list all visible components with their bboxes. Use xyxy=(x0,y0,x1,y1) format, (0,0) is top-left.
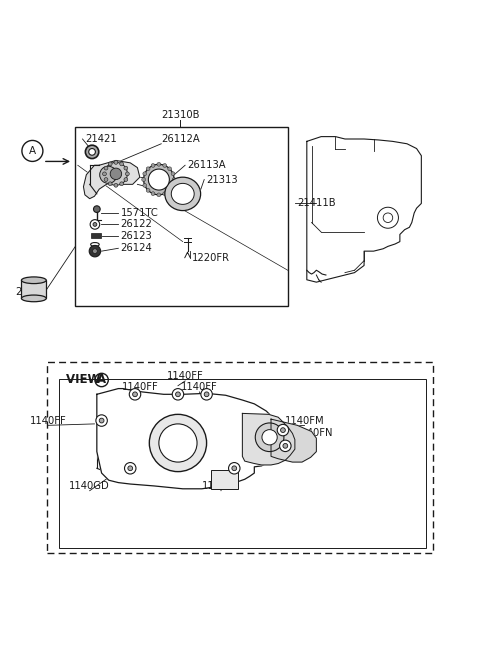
Text: A: A xyxy=(29,146,36,156)
Bar xyxy=(75,127,288,306)
Circle shape xyxy=(108,182,112,185)
Circle shape xyxy=(143,183,147,187)
Text: A: A xyxy=(97,373,106,386)
Circle shape xyxy=(110,168,121,179)
Circle shape xyxy=(171,172,175,176)
Bar xyxy=(59,379,426,548)
Circle shape xyxy=(163,192,167,196)
Circle shape xyxy=(103,172,107,176)
Circle shape xyxy=(128,466,132,471)
Circle shape xyxy=(96,415,108,426)
Ellipse shape xyxy=(22,277,46,284)
Text: 1140FM: 1140FM xyxy=(285,415,324,426)
Polygon shape xyxy=(271,419,316,462)
Text: 26300: 26300 xyxy=(16,287,47,297)
Bar xyxy=(47,362,433,553)
Circle shape xyxy=(124,178,128,181)
Circle shape xyxy=(146,189,150,193)
Polygon shape xyxy=(307,137,421,282)
Circle shape xyxy=(157,193,161,196)
Text: 1140FF: 1140FF xyxy=(167,371,204,381)
Ellipse shape xyxy=(165,177,201,210)
Circle shape xyxy=(281,428,285,432)
Circle shape xyxy=(132,392,137,397)
Circle shape xyxy=(93,249,97,253)
Text: 1140FF: 1140FF xyxy=(181,382,218,392)
Ellipse shape xyxy=(171,183,194,204)
Circle shape xyxy=(172,388,184,400)
Circle shape xyxy=(85,145,99,159)
Bar xyxy=(22,280,46,299)
Text: 1220FR: 1220FR xyxy=(192,253,230,263)
Circle shape xyxy=(151,164,155,168)
Circle shape xyxy=(277,424,288,436)
Circle shape xyxy=(120,182,123,185)
Circle shape xyxy=(104,166,108,170)
Text: 26124: 26124 xyxy=(120,243,153,253)
Circle shape xyxy=(262,430,277,445)
Text: 1571TC: 1571TC xyxy=(120,208,158,218)
Text: 21421: 21421 xyxy=(85,134,117,144)
Circle shape xyxy=(232,466,237,471)
Circle shape xyxy=(124,166,128,170)
Circle shape xyxy=(89,246,101,257)
Text: 26112A: 26112A xyxy=(161,134,200,144)
Circle shape xyxy=(163,164,167,168)
Circle shape xyxy=(100,166,117,183)
Circle shape xyxy=(114,183,118,187)
Circle shape xyxy=(168,167,171,171)
Circle shape xyxy=(157,162,161,166)
Circle shape xyxy=(283,443,288,448)
Circle shape xyxy=(159,424,197,462)
Text: 1140GD: 1140GD xyxy=(69,481,110,491)
Circle shape xyxy=(94,206,100,212)
Polygon shape xyxy=(97,388,295,489)
Circle shape xyxy=(144,164,174,195)
Circle shape xyxy=(146,167,150,171)
Text: VIEW: VIEW xyxy=(66,373,105,386)
Circle shape xyxy=(172,178,176,181)
Text: 26122: 26122 xyxy=(120,219,153,229)
Ellipse shape xyxy=(22,295,46,302)
Circle shape xyxy=(255,423,284,451)
Text: 1140FN: 1140FN xyxy=(202,481,240,491)
Text: 1140FF: 1140FF xyxy=(121,382,158,392)
Polygon shape xyxy=(242,413,295,465)
Bar xyxy=(211,470,238,489)
Circle shape xyxy=(105,162,127,185)
Circle shape xyxy=(120,162,123,166)
Text: 21310B: 21310B xyxy=(161,110,200,120)
Circle shape xyxy=(90,219,100,229)
Circle shape xyxy=(176,392,180,397)
Text: 26113A: 26113A xyxy=(188,160,226,170)
Circle shape xyxy=(104,178,108,181)
Text: 21411B: 21411B xyxy=(297,198,336,208)
Circle shape xyxy=(93,223,97,227)
Text: 1140FN: 1140FN xyxy=(295,428,333,438)
Circle shape xyxy=(171,183,175,187)
Circle shape xyxy=(114,160,118,164)
Circle shape xyxy=(129,388,141,400)
Text: 26123: 26123 xyxy=(120,231,153,241)
Text: 21313: 21313 xyxy=(206,175,238,185)
Circle shape xyxy=(125,172,129,176)
Text: 1140FF: 1140FF xyxy=(30,415,67,426)
Circle shape xyxy=(99,418,104,423)
Circle shape xyxy=(228,462,240,474)
Circle shape xyxy=(151,192,155,196)
Circle shape xyxy=(124,462,136,474)
Circle shape xyxy=(149,415,206,472)
Circle shape xyxy=(143,172,147,176)
Circle shape xyxy=(148,169,169,190)
Circle shape xyxy=(204,392,209,397)
Circle shape xyxy=(142,178,145,181)
Polygon shape xyxy=(84,160,140,198)
Circle shape xyxy=(89,149,96,155)
Circle shape xyxy=(280,440,291,451)
Bar xyxy=(91,233,101,238)
Circle shape xyxy=(108,162,112,166)
Circle shape xyxy=(168,189,171,193)
Circle shape xyxy=(201,388,212,400)
